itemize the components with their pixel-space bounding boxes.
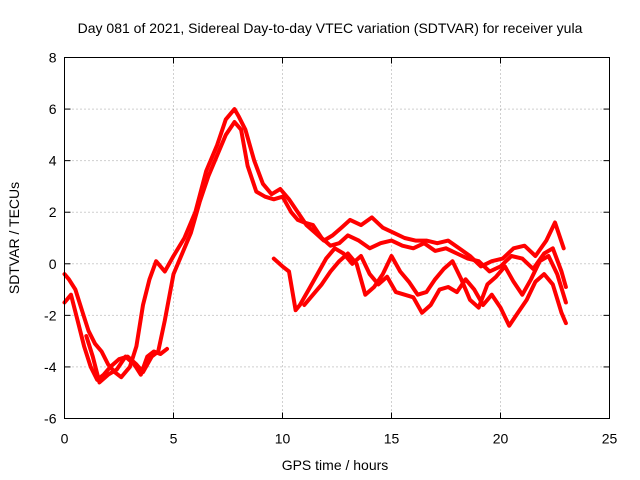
ticks: 0 5 10 15 20 25 -6 -4 -2 0 2 4 6 8 <box>44 50 617 447</box>
y-tick-label: -6 <box>44 411 57 427</box>
x-tick-label: 0 <box>61 431 69 447</box>
series-track-1 <box>62 120 568 382</box>
chart-title: Day 081 of 2021, Sidereal Day-to-day VTE… <box>78 20 583 36</box>
y-axis-label: SDTVAR / TECUs <box>6 182 22 294</box>
x-tick-label: 10 <box>275 431 291 447</box>
series-track-4 <box>271 246 568 328</box>
x-tick-label: 15 <box>384 431 400 447</box>
y-tick-label: 2 <box>49 204 57 220</box>
y-tick-label: 0 <box>49 256 57 272</box>
series-layer <box>62 107 568 385</box>
y-tick-label: 6 <box>49 101 57 117</box>
y-tick-label: 4 <box>49 153 57 169</box>
plot-frame <box>64 57 610 419</box>
series-track-2 <box>62 107 566 380</box>
y-tick-label: 8 <box>49 50 57 66</box>
y-tick-label: -4 <box>44 359 57 375</box>
x-axis-label: GPS time / hours <box>282 457 389 473</box>
y-tick-label: -2 <box>44 307 57 323</box>
x-tick-label: 25 <box>602 431 618 447</box>
x-tick-label: 20 <box>493 431 509 447</box>
series-track-3 <box>84 334 169 385</box>
x-tick-label: 5 <box>170 431 178 447</box>
series-track-5 <box>302 251 568 310</box>
